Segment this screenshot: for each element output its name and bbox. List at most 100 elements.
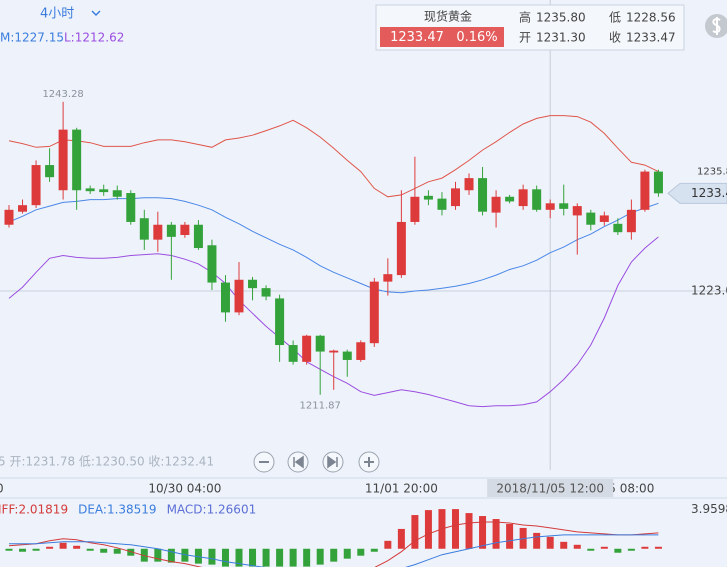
candle-body [234,279,244,313]
macd-bar [221,548,229,567]
high-marker-label: 1235.80 [697,167,727,178]
legend-lower: L:1212.62 [64,31,124,45]
macd-bar [506,523,514,549]
macd-bar [262,548,270,567]
candle-body [369,281,379,344]
macd-bar [330,548,338,562]
macd-tick-label: 3.9598 [691,502,727,516]
macd-bar [194,548,202,564]
macd-bar [73,545,81,549]
candle-body [505,196,515,202]
candle-body [518,189,528,207]
candle-body [18,205,28,212]
macd-bar [316,548,324,565]
candle-body [288,345,298,362]
quote-open-label: 开 [519,31,531,45]
zoom-in-button[interactable] [358,451,380,473]
macd-bar [167,548,175,563]
macd-bar [654,546,662,549]
macd-bar [208,548,216,565]
last-price-marker [667,182,727,204]
candle-body [437,198,447,210]
macd-legend: IFF:2.01819 [0,503,68,517]
macd-bar [492,519,500,549]
next-button[interactable] [322,451,344,473]
button-glyph[interactable] [293,455,304,469]
macd-bar [533,532,541,549]
macd-bar [587,548,595,551]
candle-body [478,178,488,212]
macd-bar [249,548,257,567]
candle-body [180,224,190,235]
quote-open: 1231.30 [536,31,586,45]
macd-bar [424,510,432,549]
crosshair-label-box [487,479,614,497]
macd-bar [451,509,459,549]
legend-mid: M:1227.15 [0,31,64,45]
y-tick-label: 1223.00 [691,283,727,297]
button-glyph[interactable] [327,455,338,469]
macd-bar [411,515,419,549]
button-glyph[interactable] [364,457,374,467]
macd-bar [59,542,67,549]
overlay: 1223.00 1243.28 1211.87 1235.80 1233.47 [42,89,727,412]
candle-body [166,224,176,237]
macd-bar [600,546,608,549]
candle-body [126,193,136,222]
x-tick-label: 11/01 20:00 [365,482,438,496]
candle-body [383,274,393,282]
currency-icon-glyph[interactable] [712,17,721,35]
candle-body [396,221,406,276]
macd-bar [86,548,94,551]
macd-bar [289,548,297,567]
bar-info: 5 开:1231.78 低:1230.50 收:1232.41 [0,455,214,469]
candle-body [153,224,163,240]
quote-high-label: 高 [519,10,531,25]
quote-close-label: 收 [609,31,621,45]
macd-bar [479,516,487,549]
macd-bar [32,548,40,551]
candle-body [640,171,650,210]
macd-labels: 3.9598 IFF:2.01819 DEA:1.38519 MACD:1.26601 [0,502,727,516]
candle-body [423,195,433,200]
candle-body [356,342,366,360]
quote-high: 1235.80 [536,11,586,25]
macd-bar [303,548,311,567]
macd-bar [46,546,54,549]
macd-legend: MACD:1.26601 [167,503,257,517]
macd-bar [384,540,392,549]
candle-body [342,351,352,360]
macd-bar [100,548,108,553]
macd-bar [357,548,365,556]
macd-bar [343,548,351,559]
candle-body [139,218,149,240]
candle-body [261,288,271,297]
candle-body [58,129,68,191]
candle-body [545,203,555,210]
macd-panel [5,509,662,567]
candle-body [613,223,623,233]
candle-body [450,188,460,207]
macd-bar [235,548,243,567]
quote-low-label: 低 [609,11,621,25]
zoom-out-button[interactable] [253,451,275,473]
quote-name: 现货黄金 [424,9,472,24]
quote-close: 1233.47 [626,31,676,45]
dropdown-arrow[interactable] [91,10,101,17]
dea-line [9,534,659,567]
candle-body [99,189,109,193]
candle-body [4,209,14,225]
macd-bar [465,513,473,549]
candle-body [72,129,82,191]
macd-bar [397,528,405,549]
candle-body [193,224,203,249]
quote-low: 1228.56 [626,11,676,25]
macd-bar [546,536,554,549]
candle-body [653,171,663,194]
macd-bar [276,548,284,567]
candle-body [329,350,339,353]
interval-selector[interactable]: 4小时 [40,7,74,22]
prev-button[interactable] [287,451,309,473]
candle-body [207,245,217,283]
